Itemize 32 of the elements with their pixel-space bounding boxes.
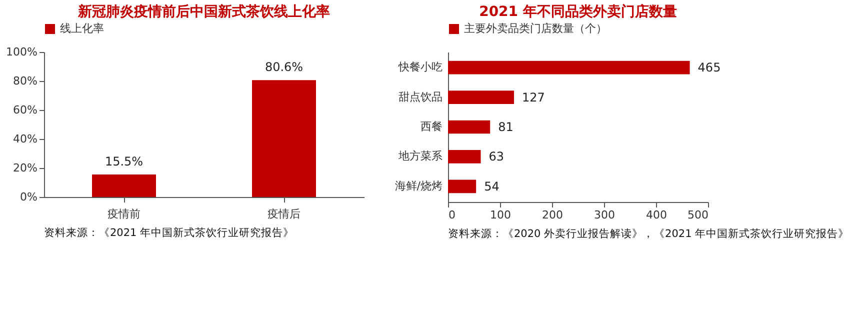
- x-tick-label: 疫情前: [108, 208, 140, 220]
- data-label: 465: [698, 60, 721, 75]
- data-label: 80.6%: [264, 60, 304, 74]
- x-tick-label: 300: [594, 208, 615, 222]
- data-label: 15.5%: [104, 154, 144, 169]
- y-tick-label: 60%: [13, 104, 38, 116]
- legend-label: 线上化率: [60, 22, 104, 35]
- y-tick-label: 快餐小吃: [398, 60, 442, 74]
- chart-title: 2021 年不同品类外卖门店数量: [479, 3, 677, 20]
- data-label: 54: [484, 179, 500, 194]
- data-label: 63: [488, 150, 504, 164]
- y-tick-label: 0%: [20, 190, 38, 204]
- y-tick-label: 100%: [6, 46, 38, 58]
- y-tick-label: 40%: [13, 132, 38, 146]
- y-tick-label: 80%: [13, 74, 38, 88]
- x-tick-label: 200: [542, 208, 563, 222]
- legend-label: 主要外卖品类门店数量（个）: [464, 22, 607, 35]
- y-tick-label: 地方菜系: [398, 150, 442, 163]
- x-tick-label: 0: [448, 208, 456, 222]
- data-label: 81: [498, 120, 514, 134]
- text: 资料来源：《2020 外卖行业报告解读》，《2021 年中国新式茶饮行业研究报告》: [448, 227, 850, 240]
- y-tick-label: 西餐: [420, 120, 442, 133]
- x-tick-label: 疫情后: [268, 208, 300, 220]
- y-tick-label: 20%: [13, 162, 38, 174]
- text: 资料来源：《2021 年中国新式茶饮行业研究报告》: [44, 226, 294, 239]
- x-tick-label: 500: [688, 208, 708, 222]
- y-tick-label: 海鲜/烧烤: [394, 179, 442, 192]
- data-label: 127: [522, 90, 545, 104]
- x-tick-label: 400: [646, 208, 667, 222]
- y-tick-label: 甜点饮品: [398, 90, 442, 104]
- chart-title: 新冠肺炎疫情前后中国新式茶饮线上化率: [77, 3, 330, 20]
- x-tick-label: 100: [490, 208, 511, 222]
